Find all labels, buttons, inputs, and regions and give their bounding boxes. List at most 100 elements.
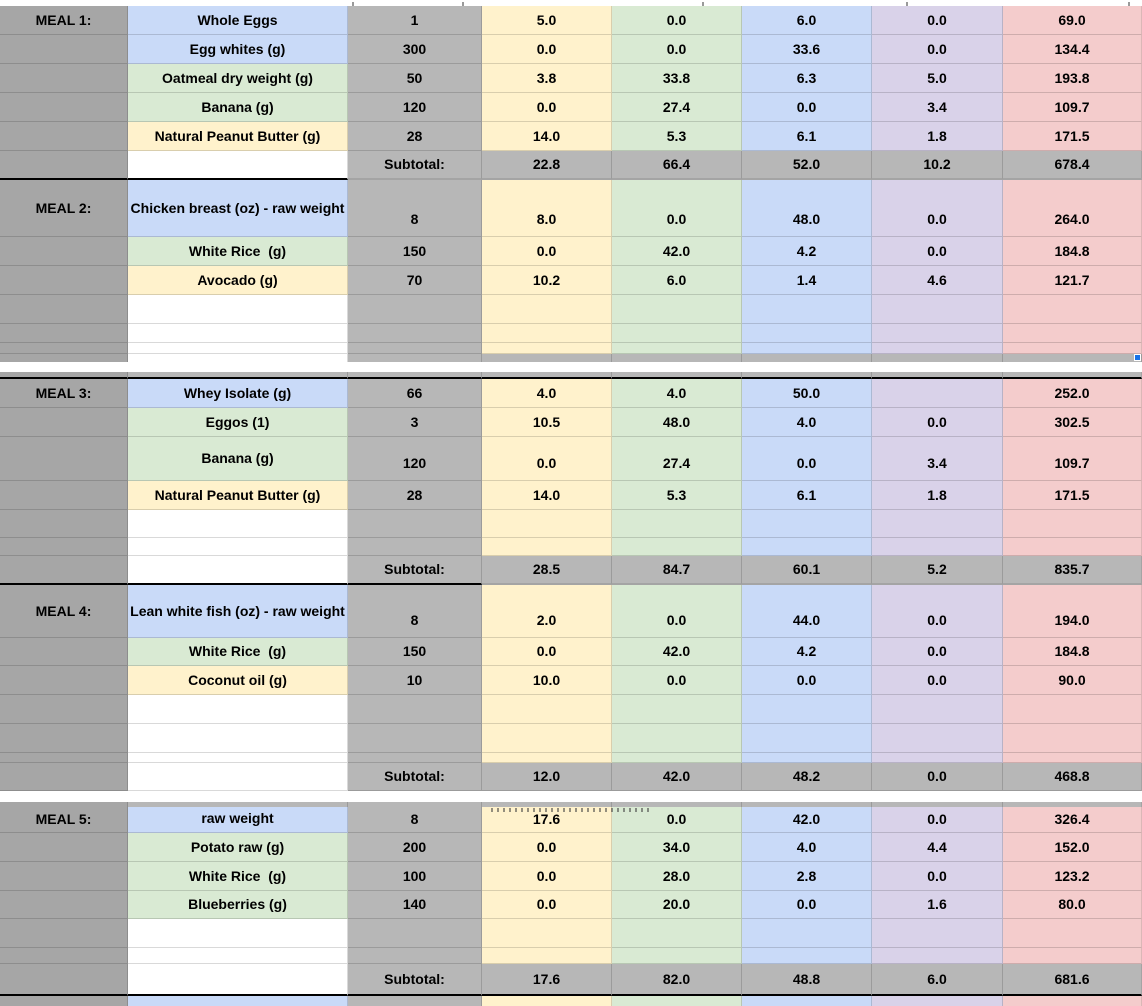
value-cell[interactable]: 0.0 [612, 666, 742, 695]
clipped-row-cell[interactable] [482, 372, 612, 379]
food-cell[interactable]: Whey Isolate (g) [128, 379, 348, 408]
meal-cell[interactable] [0, 324, 128, 343]
value-cell[interactable]: 6.0 [742, 6, 872, 35]
qty-cell[interactable]: 8 [348, 807, 482, 833]
meal-cell[interactable]: MEAL 2: [0, 180, 128, 237]
value-cell[interactable]: 0.0 [482, 833, 612, 862]
value-cell[interactable] [482, 996, 612, 1006]
value-cell[interactable]: 121.7 [1003, 266, 1142, 295]
food-cell[interactable]: Eggos (1) [128, 408, 348, 437]
clipped-subtotal-cell[interactable] [1003, 354, 1142, 362]
food-cell[interactable] [128, 151, 348, 180]
clipped-subtotal-cell[interactable] [872, 354, 1003, 362]
value-cell[interactable]: 171.5 [1003, 481, 1142, 510]
food-cell[interactable]: Egg whites (g) [128, 35, 348, 64]
qty-cell[interactable]: 120 [348, 93, 482, 122]
subtotal-value-cell[interactable]: 678.4 [1003, 151, 1142, 180]
value-cell[interactable] [742, 538, 872, 556]
food-cell[interactable]: Potato raw (g) [128, 833, 348, 862]
qty-cell[interactable]: 10 [348, 666, 482, 695]
value-cell[interactable]: 1.8 [872, 122, 1003, 151]
value-cell[interactable]: 0.0 [872, 862, 1003, 891]
value-cell[interactable] [742, 724, 872, 753]
value-cell[interactable]: 0.0 [612, 180, 742, 237]
value-cell[interactable] [612, 295, 742, 324]
value-cell[interactable] [1003, 695, 1142, 724]
clipped-row-cell[interactable] [612, 802, 742, 807]
value-cell[interactable] [1003, 343, 1142, 354]
value-cell[interactable]: 14.0 [482, 122, 612, 151]
food-cell[interactable]: Natural Peanut Butter (g) [128, 481, 348, 510]
meal-cell[interactable] [0, 724, 128, 753]
clipped-row-cell[interactable] [482, 802, 612, 807]
qty-cell[interactable] [348, 695, 482, 724]
meal-cell[interactable] [0, 891, 128, 919]
value-cell[interactable]: 326.4 [1003, 807, 1142, 833]
value-cell[interactable]: 0.0 [612, 35, 742, 64]
value-cell[interactable] [872, 510, 1003, 538]
value-cell[interactable]: 0.0 [482, 237, 612, 266]
clipped-row-cell[interactable] [1003, 372, 1142, 379]
value-cell[interactable]: 0.0 [482, 35, 612, 64]
subtotal-value-cell[interactable]: 60.1 [742, 556, 872, 585]
qty-cell[interactable]: 8 [348, 180, 482, 237]
subtotal-label-cell[interactable]: Subtotal: [348, 763, 482, 791]
subtotal-value-cell[interactable]: 42.0 [612, 763, 742, 791]
value-cell[interactable] [872, 996, 1003, 1006]
value-cell[interactable]: 4.6 [872, 266, 1003, 295]
meal-cell[interactable] [0, 343, 128, 354]
food-cell[interactable]: White Rice (g) [128, 237, 348, 266]
food-cell[interactable]: Coconut oil (g) [128, 666, 348, 695]
value-cell[interactable]: 264.0 [1003, 180, 1142, 237]
food-cell[interactable] [128, 343, 348, 354]
qty-cell[interactable] [348, 343, 482, 354]
value-cell[interactable]: 1.4 [742, 266, 872, 295]
food-cell[interactable] [128, 510, 348, 538]
meal-cell[interactable]: MEAL 5: [0, 807, 128, 833]
qty-cell[interactable]: 28 [348, 481, 482, 510]
value-cell[interactable]: 4.2 [742, 237, 872, 266]
value-cell[interactable] [742, 324, 872, 343]
food-cell[interactable] [128, 556, 348, 585]
meal-cell[interactable] [0, 538, 128, 556]
value-cell[interactable]: 1.6 [872, 891, 1003, 919]
clipped-row-cell[interactable] [872, 802, 1003, 807]
qty-cell[interactable]: 28 [348, 122, 482, 151]
value-cell[interactable] [482, 538, 612, 556]
value-cell[interactable]: 6.1 [742, 122, 872, 151]
clipped-row-cell[interactable] [872, 372, 1003, 379]
qty-cell[interactable] [348, 948, 482, 964]
value-cell[interactable] [482, 753, 612, 763]
value-cell[interactable] [1003, 753, 1142, 763]
value-cell[interactable]: 2.0 [482, 585, 612, 638]
qty-cell[interactable] [348, 538, 482, 556]
value-cell[interactable] [872, 919, 1003, 948]
value-cell[interactable] [612, 538, 742, 556]
value-cell[interactable] [742, 753, 872, 763]
clipped-row-cell[interactable] [612, 372, 742, 379]
value-cell[interactable]: 80.0 [1003, 891, 1142, 919]
selection-handle[interactable] [1134, 354, 1141, 361]
value-cell[interactable] [482, 695, 612, 724]
meal-cell[interactable] [0, 93, 128, 122]
value-cell[interactable] [872, 295, 1003, 324]
value-cell[interactable] [482, 295, 612, 324]
clipped-subtotal-cell[interactable] [482, 354, 612, 362]
food-cell[interactable]: Banana (g) [128, 437, 348, 481]
value-cell[interactable]: 6.0 [612, 266, 742, 295]
value-cell[interactable] [1003, 510, 1142, 538]
value-cell[interactable]: 4.0 [742, 408, 872, 437]
qty-cell[interactable] [348, 295, 482, 324]
value-cell[interactable] [612, 343, 742, 354]
subtotal-value-cell[interactable]: 17.6 [482, 964, 612, 996]
clipped-row-cell[interactable] [128, 802, 348, 807]
value-cell[interactable] [612, 724, 742, 753]
value-cell[interactable] [482, 724, 612, 753]
food-cell[interactable] [128, 354, 348, 362]
value-cell[interactable]: 4.0 [742, 833, 872, 862]
value-cell[interactable] [872, 343, 1003, 354]
meal-cell[interactable] [0, 763, 128, 791]
value-cell[interactable]: 0.0 [872, 585, 1003, 638]
meal-cell[interactable] [0, 996, 128, 1006]
meal-cell[interactable] [0, 964, 128, 996]
